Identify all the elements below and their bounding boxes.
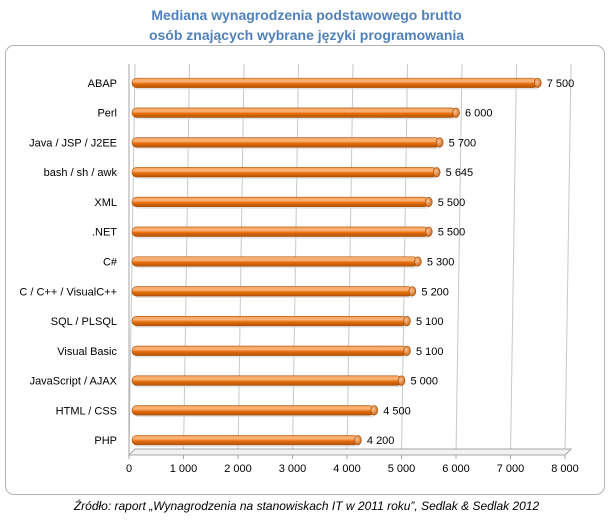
- bar: [131, 405, 375, 416]
- bar: [131, 286, 413, 297]
- bar-cap: [424, 196, 433, 208]
- data-label: 5 300: [427, 257, 455, 269]
- category-label: bash / sh / awk: [44, 167, 118, 179]
- bar: [131, 196, 430, 208]
- bar: [131, 77, 539, 88]
- category-label: C / C++ / VisualC++: [19, 286, 117, 298]
- chart-title-line1: Mediana wynagrodzenia podstawowego brutt…: [151, 7, 462, 23]
- bar: [131, 315, 408, 327]
- data-label: 7 500: [547, 78, 575, 90]
- bar: [131, 375, 402, 386]
- category-label: XML: [94, 197, 117, 209]
- gridline: [510, 63, 517, 456]
- data-label: 4 200: [367, 435, 395, 447]
- category-label: Visual Basic: [57, 346, 117, 358]
- category-label: SQL / PLSQL: [51, 316, 117, 328]
- bar-cap: [452, 107, 460, 118]
- bar-cap: [432, 167, 441, 178]
- bar-cap: [403, 345, 411, 356]
- x-tick-label: 7 000: [497, 463, 525, 475]
- category-label: Perl: [97, 108, 117, 120]
- category-label: Java / JSP / J2EE: [29, 137, 117, 149]
- bar-cap: [424, 226, 433, 237]
- x-tick-label: 4 000: [333, 463, 361, 475]
- x-tick-label: 8 000: [551, 463, 579, 475]
- category-label: JavaScript / AJAX: [30, 376, 118, 388]
- bar-cap: [403, 315, 411, 327]
- category-label: PHP: [94, 435, 117, 447]
- bar-cap: [435, 137, 444, 148]
- bar: [131, 226, 430, 237]
- chart-frame: [5, 45, 605, 495]
- bar-cap: [370, 405, 379, 416]
- data-label: 4 500: [383, 405, 411, 417]
- data-label: 5 500: [438, 227, 466, 239]
- data-label: 5 200: [421, 286, 449, 298]
- bar: [131, 256, 419, 267]
- x-tick-label: 6 000: [442, 463, 470, 475]
- bar-cap: [408, 286, 417, 297]
- bar-cap: [397, 375, 406, 386]
- category-label: C#: [103, 257, 118, 269]
- data-label: 5 500: [438, 197, 466, 209]
- labels: 0 1 000 2 000 3 000 4 000 5 000 6 000 7 000 8 00…: [19, 78, 578, 475]
- bar: [131, 345, 408, 356]
- gridline: [128, 63, 136, 456]
- axes: [127, 64, 573, 459]
- x-tick-label: 5 000: [388, 463, 416, 475]
- source-note: Źródło: raport „Wynagrodzenia na stanowi…: [73, 499, 540, 513]
- bar: [131, 107, 457, 118]
- gridline: [564, 63, 572, 456]
- bar: [131, 435, 359, 446]
- bar: [131, 137, 440, 148]
- category-label: HTML / CSS: [56, 405, 117, 417]
- data-label: 5 000: [411, 376, 439, 388]
- bar: [131, 167, 437, 178]
- x-tick-label: 0: [126, 463, 132, 475]
- bar-cap: [533, 77, 542, 88]
- gridline: [455, 63, 463, 456]
- data-label: 5 700: [449, 137, 477, 149]
- chart-floor: [127, 448, 573, 456]
- data-label: 5 645: [446, 167, 474, 179]
- x-tick-label: 1 000: [170, 463, 198, 475]
- chart-title-line2: osób znających wybrane języki programowa…: [148, 27, 465, 43]
- category-label: .NET: [92, 227, 117, 239]
- data-label: 5 100: [416, 346, 444, 358]
- bar-cap: [414, 256, 422, 267]
- x-tick-label: 3 000: [279, 463, 307, 475]
- bars: [131, 77, 542, 447]
- chart-title: Mediana wynagrodzenia podstawowego brutt…: [0, 5, 613, 45]
- x-tick-label: 2 000: [224, 463, 252, 475]
- data-label: 5 100: [416, 316, 444, 328]
- data-label: 6 000: [465, 108, 493, 120]
- bar-cap: [354, 435, 362, 446]
- category-label: ABAP: [88, 78, 117, 90]
